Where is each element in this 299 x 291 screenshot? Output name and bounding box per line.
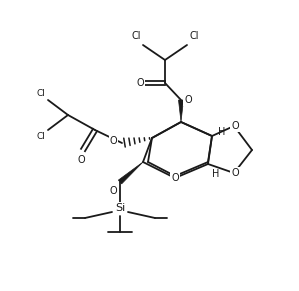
Text: Cl: Cl (36, 132, 45, 141)
Text: Cl: Cl (132, 31, 141, 41)
Polygon shape (179, 100, 184, 122)
Text: H: H (218, 127, 226, 137)
Text: O: O (77, 155, 85, 165)
Polygon shape (118, 162, 143, 184)
Text: Cl: Cl (189, 31, 199, 41)
Text: Si: Si (115, 203, 125, 213)
Text: O: O (231, 121, 239, 131)
Text: O: O (109, 186, 117, 196)
Text: O: O (136, 78, 144, 88)
Text: O: O (109, 136, 117, 146)
Text: O: O (184, 95, 192, 105)
Text: O: O (171, 173, 179, 183)
Text: H: H (212, 169, 220, 179)
Text: Cl: Cl (36, 89, 45, 98)
Text: O: O (231, 168, 239, 178)
